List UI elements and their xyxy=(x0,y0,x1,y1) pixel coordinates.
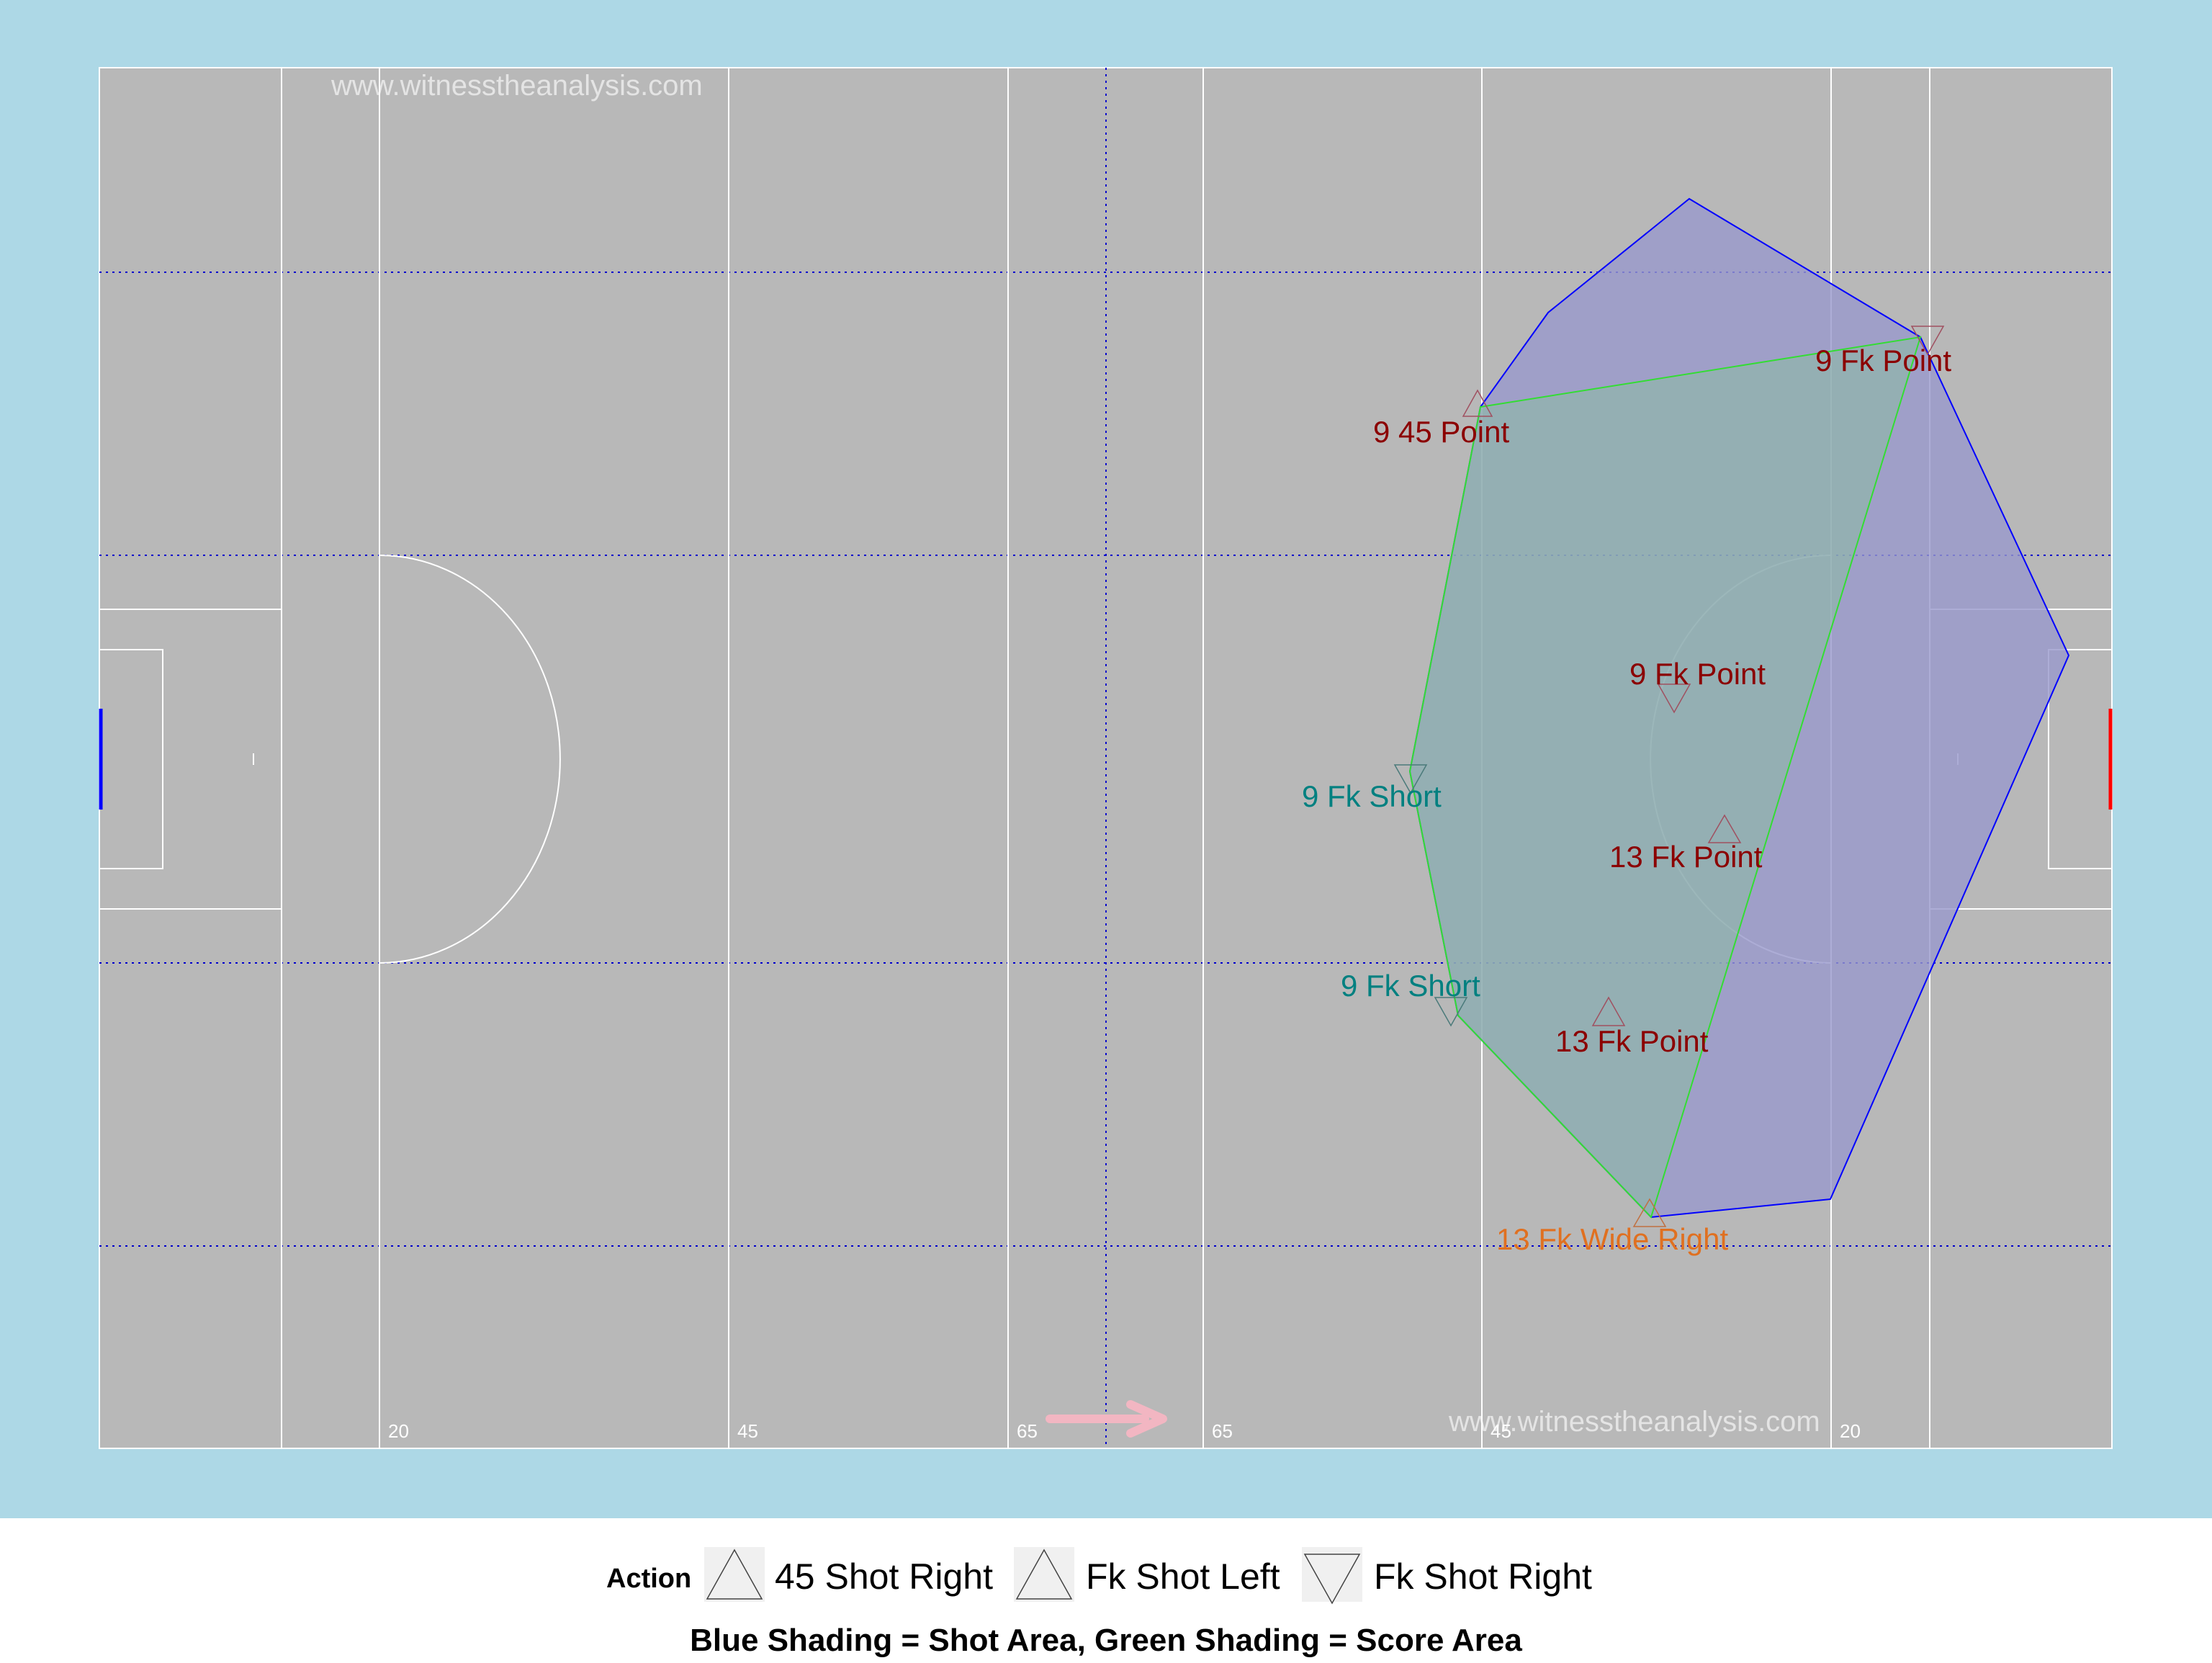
watermark-top: www.witnesstheanalysis.com xyxy=(331,70,703,102)
shot-markers xyxy=(1393,326,1945,1227)
small-rect-left xyxy=(99,649,163,869)
legend-caption: Blue Shading = Shot Area, Green Shading … xyxy=(690,1623,1522,1658)
large-rect-left xyxy=(99,609,282,910)
legend-key-fk-shot-left xyxy=(1014,1547,1074,1602)
event-label: 13 Fk Wide Right xyxy=(1496,1222,1728,1256)
legend-label-45-shot-right: 45 Shot Right xyxy=(775,1556,993,1597)
distance-label: 65 xyxy=(1017,1420,1038,1442)
marker-fk-shot-left xyxy=(1707,814,1742,843)
legend-background xyxy=(0,1518,2212,1659)
marker-fk-shot-right xyxy=(1393,764,1428,794)
zone-lines xyxy=(99,68,2112,1448)
watermark-bottom: www.witnesstheanalysis.com xyxy=(1448,1406,1820,1438)
legend-label-fk-shot-right: Fk Shot Right xyxy=(1374,1556,1592,1597)
marker-fk-shot-right xyxy=(1910,326,1945,356)
legend: Action 45 Shot Right Fk Shot Left Fk Sho… xyxy=(606,1547,1592,1658)
score-area xyxy=(1408,336,1922,1219)
legend-title: Action xyxy=(606,1564,691,1594)
distance-label: 20 xyxy=(1840,1420,1861,1442)
distance-label: 20 xyxy=(388,1420,409,1442)
event-label: 13 Fk Point xyxy=(1609,840,1763,874)
distance-labels: 20 45 65 65 45 20 xyxy=(388,1420,1861,1442)
marker-45-shot-right xyxy=(1462,389,1493,417)
distance-label: 45 xyxy=(737,1420,758,1442)
marker-fk-shot-right xyxy=(1657,683,1691,714)
legend-key-45-shot-right xyxy=(704,1547,765,1602)
small-rect-right xyxy=(2048,649,2112,869)
marker-fk-shot-left xyxy=(1632,1198,1667,1227)
legend-marker-fk-shot-right xyxy=(1303,1554,1361,1605)
marker-fk-shot-right xyxy=(1434,997,1468,1027)
legend-marker-45-shot-right xyxy=(706,1548,763,1600)
event-label: 13 Fk Point xyxy=(1555,1024,1709,1058)
marker-fk-shot-left xyxy=(1591,996,1626,1026)
legend-key-fk-shot-right xyxy=(1302,1547,1362,1602)
event-label: 9 Fk Point xyxy=(1815,344,1951,377)
distance-label: 45 xyxy=(1491,1420,1511,1442)
legend-label-fk-shot-left: Fk Shot Left xyxy=(1086,1556,1280,1597)
event-label: 9 Fk Short xyxy=(1302,779,1442,813)
event-label: 9 45 Point xyxy=(1373,415,1509,449)
event-labels: 9 45 Point 9 Fk Point 9 Fk Point 9 Fk Sh… xyxy=(1302,344,1951,1256)
arc-left xyxy=(379,555,561,964)
attack-direction-arrow xyxy=(1046,1400,1167,1438)
distance-label: 65 xyxy=(1212,1420,1233,1442)
legend-marker-fk-shot-left xyxy=(1015,1548,1073,1600)
event-label: 9 Fk Point xyxy=(1629,657,1766,691)
event-label: 9 Fk Short xyxy=(1341,969,1480,1003)
